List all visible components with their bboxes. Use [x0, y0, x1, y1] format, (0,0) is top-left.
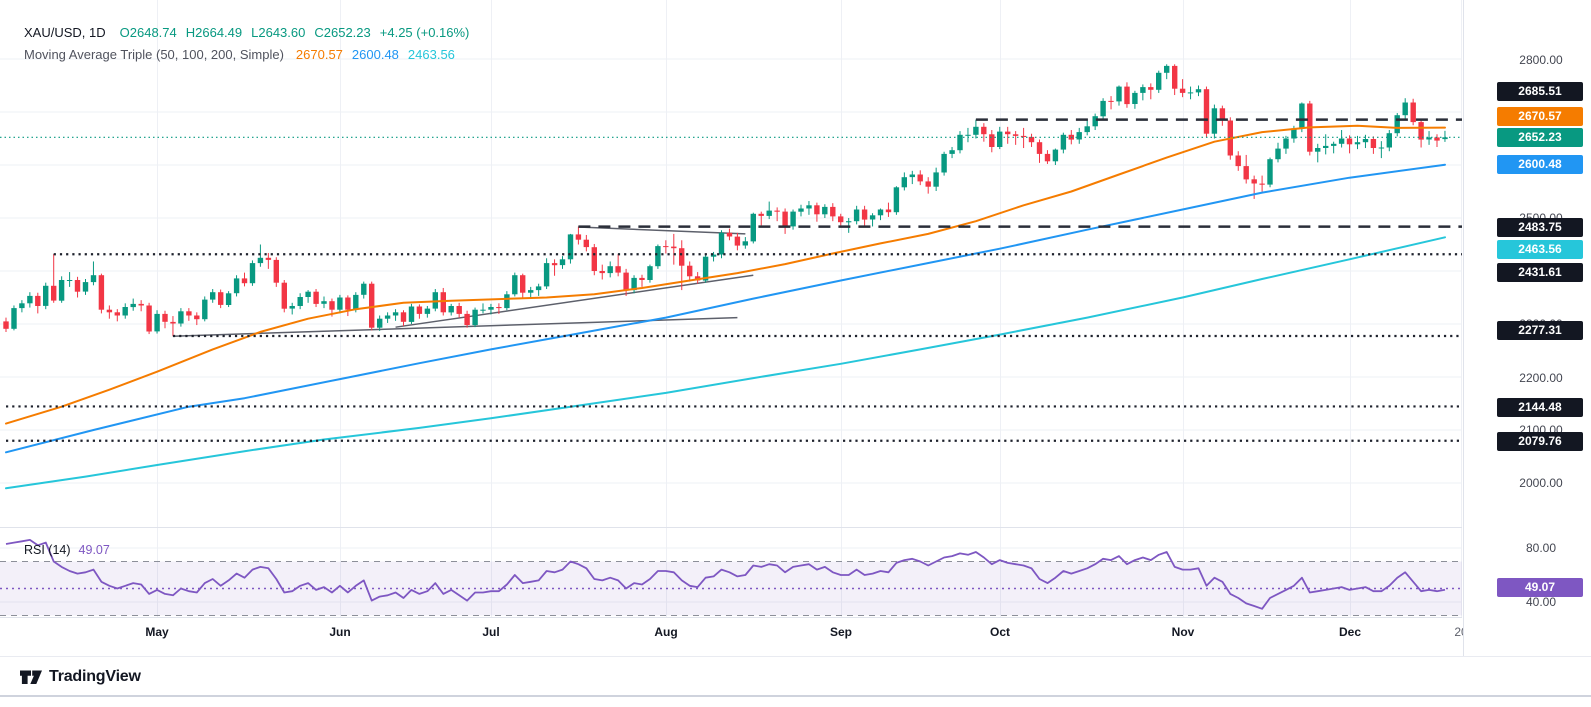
page-bottom-divider — [0, 695, 1591, 697]
ohlc-high: H2664.49 — [185, 25, 243, 40]
price-badge: 2277.31 — [1497, 321, 1583, 340]
rsi-pane — [0, 539, 1462, 616]
price-axis[interactable]: 2800.002500.002300.002200.002100.002000.… — [1463, 0, 1591, 656]
time-axis-label: Oct — [989, 625, 1011, 639]
price-axis-label: 40.00 — [1525, 595, 1557, 609]
pane-separators[interactable] — [0, 527, 1462, 618]
sma-50-line[interactable] — [5, 124, 1446, 425]
price-badge: 2144.48 — [1497, 398, 1583, 417]
time-axis-label: Aug — [654, 625, 678, 639]
time-axis-label: Dec — [1338, 625, 1362, 639]
ma-legend-row: Moving Average Triple (50, 100, 200, Sim… — [24, 44, 469, 66]
price-badge: 2463.56 — [1497, 240, 1583, 259]
rsi-indicator-title: RSI (14) — [24, 543, 71, 557]
price-badge: 49.07 — [1497, 578, 1583, 597]
price-badge: 2670.57 — [1497, 107, 1583, 126]
chart-canvas[interactable] — [0, 0, 1463, 656]
sma-100-line[interactable] — [5, 163, 1446, 454]
tradingview-logo-icon — [20, 670, 42, 684]
sma-200-line[interactable] — [5, 236, 1446, 490]
ma-indicator-title: Moving Average Triple (50, 100, 200, Sim… — [24, 47, 284, 62]
price-badge: 2685.51 — [1497, 82, 1583, 101]
rsi-legend[interactable]: RSI (14) 49.07 — [24, 543, 110, 557]
symbol-title: XAU/USD, 1D — [24, 25, 106, 40]
candlestick-series — [3, 64, 1448, 337]
time-axis-label: Jun — [329, 625, 351, 639]
price-axis-label: 2800.00 — [1519, 53, 1563, 67]
ohlc-row: XAU/USD, 1D O2648.74 H2664.49 L2643.60 C2652… — [24, 22, 469, 44]
time-axis[interactable]: May Jun Jul Aug Sep Oct Nov Dec 20 — [0, 624, 1467, 656]
price-level-lines[interactable] — [6, 118, 1462, 442]
change-value: +4.25 (+0.16%) — [379, 25, 470, 40]
time-axis-label: May — [145, 625, 169, 639]
time-axis-label: Jul — [482, 625, 500, 639]
ma200-value: 2463.56 — [407, 47, 455, 62]
grid-lines — [0, 0, 1462, 617]
rsi-value: 49.07 — [78, 543, 110, 557]
tradingview-logo[interactable]: TradingView — [20, 668, 141, 686]
symbol-legend[interactable]: XAU/USD, 1D O2648.74 H2664.49 L2643.60 C2652… — [24, 22, 469, 66]
price-badge: 2652.23 — [1497, 128, 1583, 147]
price-badge: 2483.75 — [1497, 218, 1583, 237]
bottom-bar: TradingView — [0, 656, 1591, 707]
ohlc-close: C2652.23 — [314, 25, 371, 40]
ohlc-open: O2648.74 — [119, 25, 177, 40]
price-badge: 2079.76 — [1497, 432, 1583, 451]
ohlc-low: L2643.60 — [251, 25, 306, 40]
time-axis-label: Nov — [1171, 625, 1195, 639]
ma50-value: 2670.57 — [295, 47, 343, 62]
price-badge: 2431.61 — [1497, 263, 1583, 282]
time-axis-label: Sep — [829, 625, 853, 639]
ma100-value: 2600.48 — [351, 47, 399, 62]
price-axis-label: 2200.00 — [1519, 371, 1563, 385]
price-badge: 2600.48 — [1497, 155, 1583, 174]
price-axis-label: 80.00 — [1525, 541, 1557, 555]
tradingview-logo-text: TradingView — [49, 668, 141, 685]
price-axis-label: 2000.00 — [1519, 476, 1563, 490]
